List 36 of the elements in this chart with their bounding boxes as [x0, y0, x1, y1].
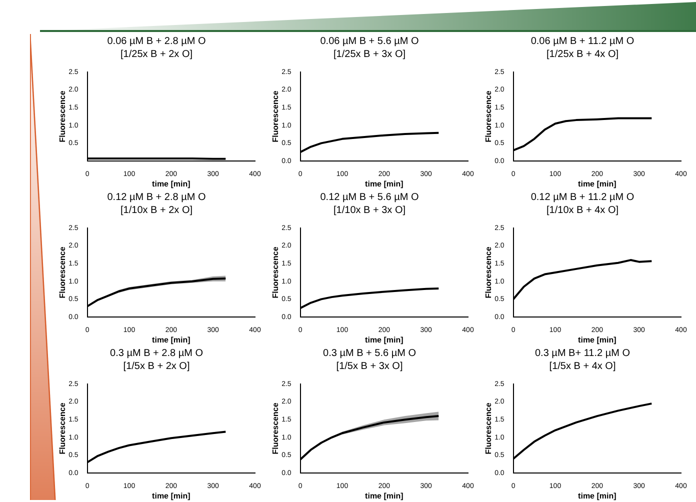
x-axis-title: time [min] [152, 179, 191, 188]
chart-title: 0.3 µM B + 5.6 µM O [323, 348, 416, 359]
y-axis-title: Fluorescence [271, 402, 280, 454]
chart-title: 0.06 µM B + 11.2 µM O [530, 36, 634, 47]
y-axis-title: Fluorescence [58, 90, 68, 142]
chart-title: 0.12 µM B + 5.6 µM O [320, 192, 419, 203]
x-axis-title: time [min] [152, 491, 191, 500]
chart-subtitle: [1/5x B + 3x O] [336, 360, 403, 372]
chart-title: 0.12 µM B + 11.2 µM O [530, 192, 634, 203]
y-axis-title: Fluorescence [271, 90, 280, 142]
y-axis-title: Fluorescence [271, 246, 280, 298]
chart-subtitle: [1/10x B + 2x O] [120, 204, 193, 216]
chart-subtitle: [1/10x B + 3x O] [334, 204, 406, 216]
chart-subtitle: [1/25x B + 2x O] [120, 48, 193, 60]
chart-title: 0.06 µM B + 2.8 µM O [107, 36, 206, 47]
chart-subtitle: [1/10x B + 4x O] [546, 204, 619, 216]
x-axis-title: time [min] [365, 335, 404, 344]
x-axis-title: time [min] [578, 491, 617, 500]
chart-subtitle: [1/5x B + 2x O] [123, 360, 190, 372]
y-axis-title: Fluorescence [484, 90, 494, 142]
y-axis-title: Fluorescence [484, 246, 494, 298]
x-axis-title: time [min] [578, 335, 617, 344]
y-axis-title: Fluorescence [484, 402, 494, 454]
y-axis-title: Fluorescence [58, 246, 68, 298]
x-axis-title: time [min] [578, 179, 617, 188]
chart-title: 0.12 µM B + 2.8 µM O [107, 192, 206, 203]
chart-title: 0.06 µM B + 5.6 µM O [320, 36, 419, 47]
x-axis-title: time [min] [365, 491, 404, 500]
x-axis-title: time [min] [152, 335, 191, 344]
chart-title: 0.3 µM B + 2.8 µM O [110, 348, 204, 359]
chart-subtitle: [1/25x B + 4x O] [546, 48, 619, 60]
chart-subtitle: [1/5x B + 4x O] [549, 360, 616, 372]
chart-title: 0.3 µM B+ 11.2 µM O [535, 348, 630, 359]
x-axis-title: time [min] [365, 179, 404, 188]
chart-subtitle: [1/25x B + 3x O] [334, 48, 406, 60]
y-axis-title: Fluorescence [58, 402, 68, 454]
